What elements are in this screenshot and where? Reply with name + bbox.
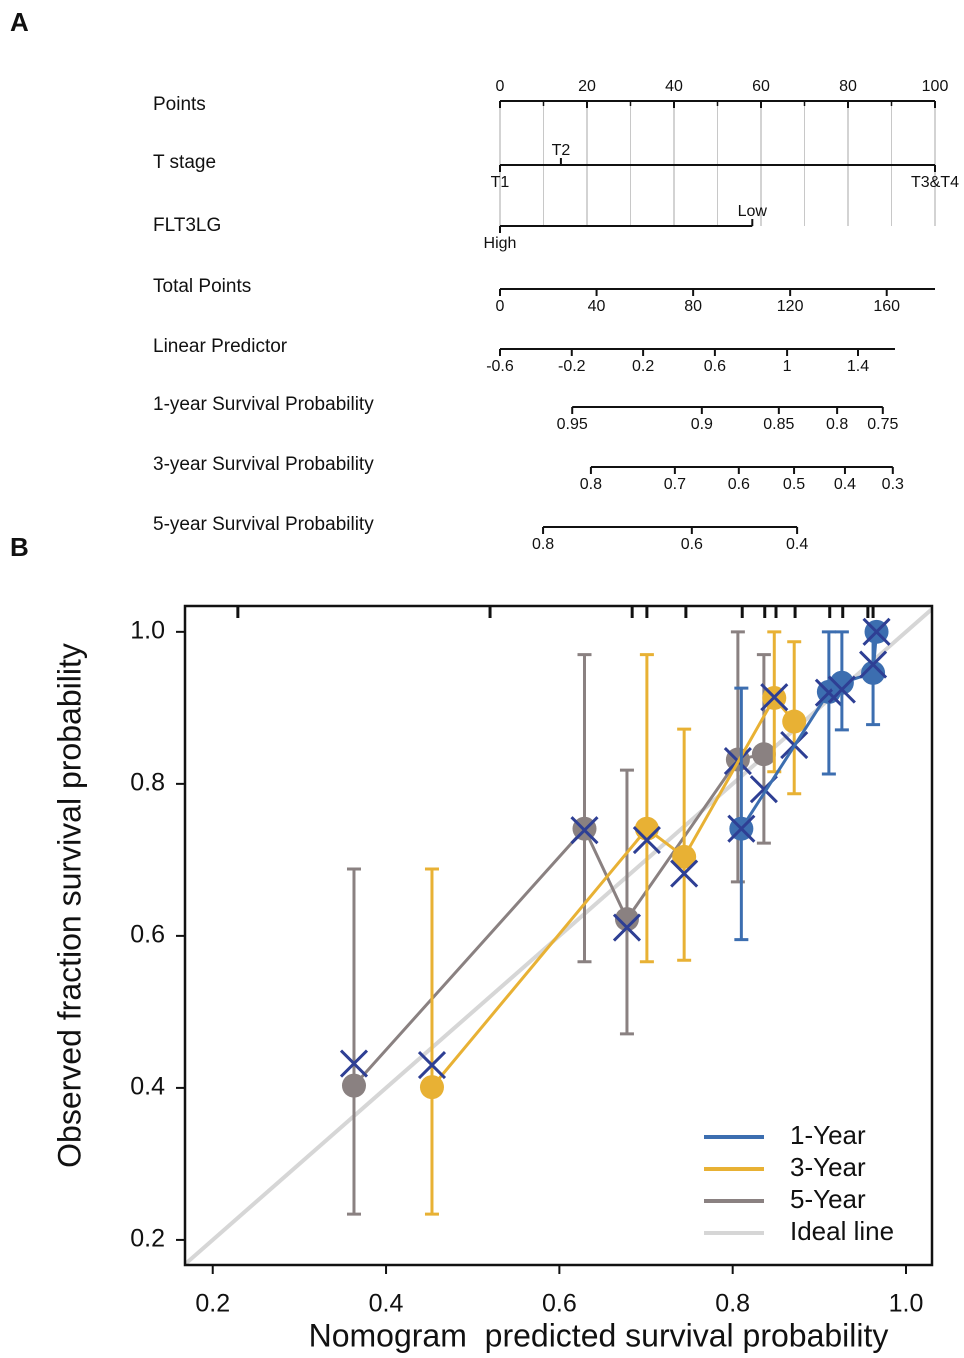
tick-label: -0.2 [558,358,586,375]
point [614,907,639,932]
panel-label: A [10,7,29,37]
error-bar [577,653,592,964]
tick-label: 1 [783,358,792,375]
tick-label: 0.4 [834,476,856,493]
error-bar [619,768,634,1036]
tick-label: 0.4 [786,536,808,553]
tick-label: 120 [777,298,804,315]
tick-label: High [484,235,517,252]
x-axis-title: Nomogram predicted survival probability [309,1317,889,1353]
corrected-point [570,816,599,845]
corrected-point [727,814,756,843]
corrected-point [859,650,888,679]
point [672,844,697,869]
scale-label: 1-year Survival Probability [153,394,374,415]
scale-label: T stage [153,152,216,173]
point [782,709,807,734]
corrected-point [760,683,789,712]
tick-label: 100 [922,78,949,95]
point [861,660,886,685]
error-bar [424,867,439,1216]
tick-label: 0.6 [681,536,703,553]
tick-label: 0.85 [763,416,794,433]
x-tick-label: 1.0 [889,1290,924,1318]
series-line [740,631,879,830]
tick-label: 60 [752,78,770,95]
tick-label: T1 [491,174,510,191]
tick-label: 1.4 [847,358,869,375]
legend-label: Ideal line [790,1216,894,1246]
tick-label: 80 [684,298,702,315]
tick-label: 0.8 [826,416,848,433]
point [419,1075,444,1100]
corrected-point [862,617,891,646]
x-tick-label: 0.8 [715,1290,750,1318]
tick-label: 80 [839,78,857,95]
corrected-point [339,1049,369,1078]
legend-label: 5-Year [790,1184,866,1214]
tick-label: 0.5 [783,476,805,493]
y-tick-label: 1.0 [130,616,165,644]
series-line [352,752,765,1087]
tick-label: T3&T4 [911,174,959,191]
y-tick-label: 0.4 [130,1073,165,1101]
error-bar [734,686,749,942]
tick-label: 0.6 [728,476,750,493]
corrected-point [417,1051,447,1080]
point [829,670,854,695]
corrected-point [827,675,856,704]
tick-label: 160 [873,298,900,315]
tick-label: 0.75 [867,416,898,433]
point [634,816,659,841]
tick-label: 0 [496,78,505,95]
tick-label: 0.2 [632,358,654,375]
tick-label: 0.95 [557,416,588,433]
error-bar [639,653,654,964]
tick-label: 0.3 [882,476,904,493]
tick-label: 0.7 [664,476,686,493]
error-bar [346,867,361,1216]
y-axis-title: Observed fraction survival probability [51,643,87,1168]
y-tick-label: 0.8 [130,768,165,796]
corrected-point [632,826,661,855]
scale-label: 5-year Survival Probability [153,514,374,535]
tick-label: 40 [665,78,683,95]
scale-label: Points [153,94,206,115]
x-tick-label: 0.6 [542,1290,577,1318]
scale-label: Linear Predictor [153,336,288,357]
tick-label: Low [738,203,768,220]
tick-label: -0.6 [486,358,514,375]
error-bar [677,727,692,962]
tick-label: 0.9 [691,416,713,433]
tick-label: 40 [588,298,606,315]
x-tick-label: 0.4 [369,1290,404,1318]
panel-label: B [10,532,29,562]
corrected-point [612,913,642,942]
y-tick-label: 0.2 [130,1225,165,1253]
tick-label: 0.8 [532,536,554,553]
legend-label: 3-Year [790,1152,866,1182]
y-tick-label: 0.6 [130,920,165,948]
point [341,1073,366,1098]
tick-label: T2 [552,142,571,159]
legend-label: 1-Year [790,1120,866,1150]
scale-label: 3-year Survival Probability [153,454,374,475]
tick-label: 0.6 [704,358,726,375]
scale-label: Total Points [153,276,251,297]
tick-label: 20 [578,78,596,95]
x-tick-label: 0.2 [195,1290,230,1318]
corrected-point [670,859,699,888]
scale-label: FLT3LG [153,215,221,236]
tick-label: 0 [496,298,505,315]
point [751,742,776,767]
tick-label: 0.8 [580,476,602,493]
